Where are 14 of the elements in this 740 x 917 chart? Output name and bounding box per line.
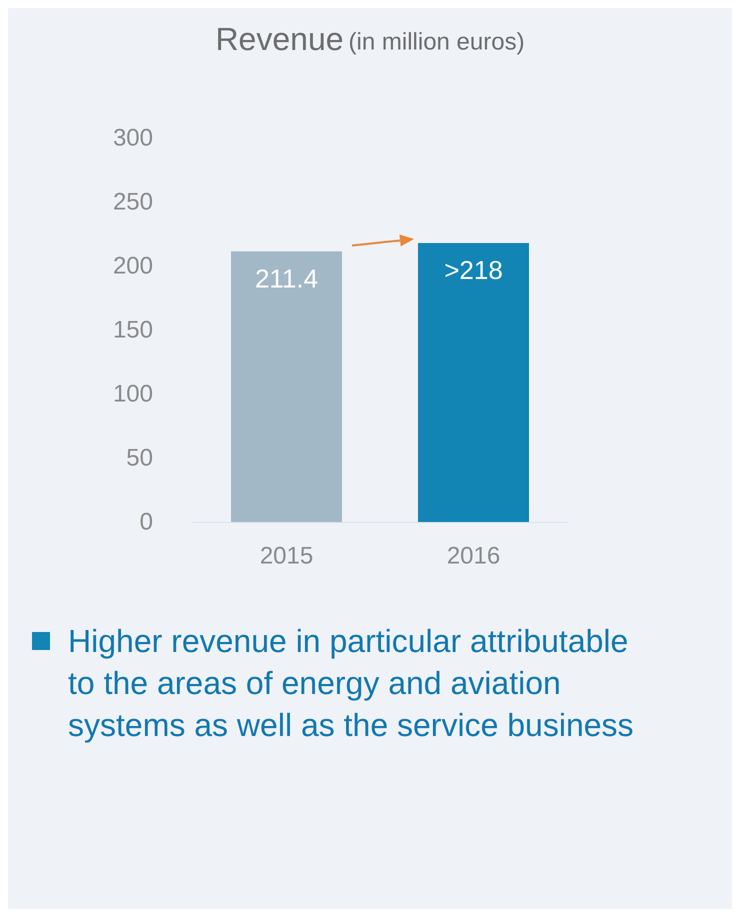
y-tick-label: 0 <box>140 508 153 536</box>
x-tick-label: 2016 <box>446 542 500 570</box>
text: Higher revenue in particular attributable to the areas of energy and aviation systems as well as the service business <box>68 622 635 745</box>
y-tick-label: 50 <box>126 444 153 472</box>
y-tick-label: 200 <box>112 252 153 280</box>
data-label: >218 <box>444 254 503 285</box>
y-tick-label: 150 <box>112 316 153 344</box>
y-tick-label: 250 <box>112 188 153 216</box>
y-tick-label: 100 <box>112 380 153 408</box>
data-label: 211.4 <box>254 263 318 294</box>
chart-title: Revenue <box>215 21 344 57</box>
y-tick-label: 300 <box>112 124 153 152</box>
x-tick-label: 2015 <box>260 542 314 570</box>
chart-subtitle: (in million euros) <box>348 28 525 56</box>
